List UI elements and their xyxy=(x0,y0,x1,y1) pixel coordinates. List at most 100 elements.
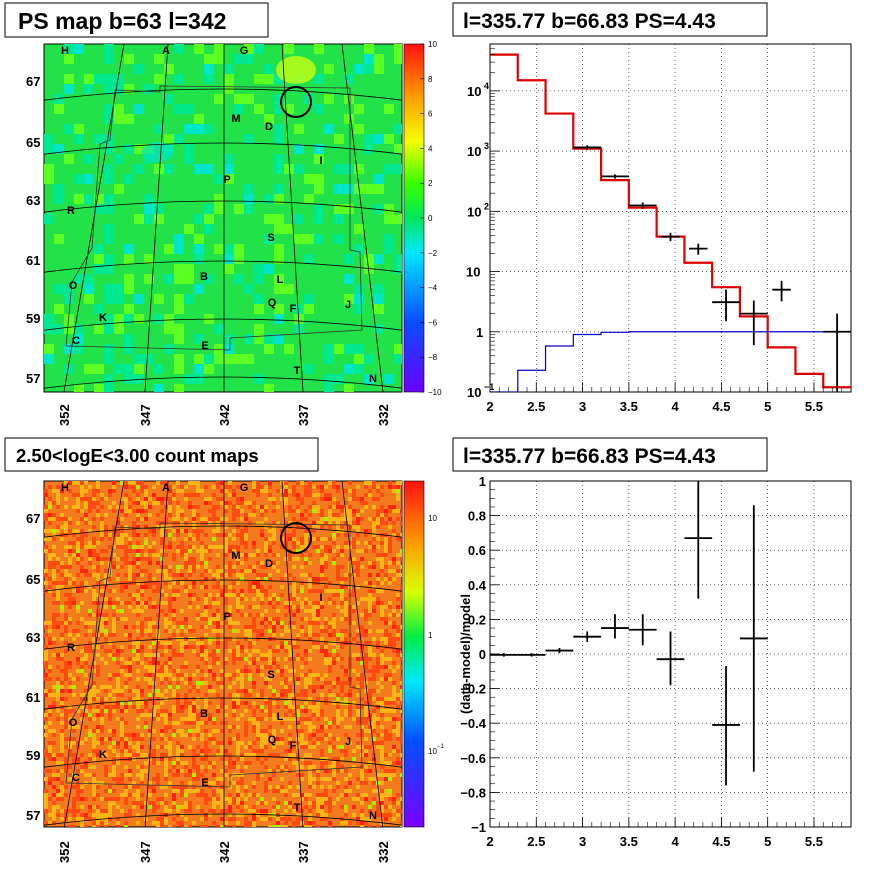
map-pixel xyxy=(272,797,276,801)
map-pixel xyxy=(256,553,260,557)
map-pixel xyxy=(44,821,48,825)
map-pixel xyxy=(52,533,56,537)
map-pixel xyxy=(214,174,224,184)
map-pixel xyxy=(356,793,360,797)
map-pixel xyxy=(104,294,114,304)
map-pixel xyxy=(196,705,200,709)
map-pixel xyxy=(252,513,256,517)
map-pixel xyxy=(304,489,308,493)
map-pixel xyxy=(72,553,76,557)
map-pixel xyxy=(176,809,180,813)
map-pixel xyxy=(308,765,312,769)
map-pixel xyxy=(116,705,120,709)
map-pixel xyxy=(112,761,116,765)
map-pixel xyxy=(372,485,376,489)
map-pixel xyxy=(264,517,268,521)
map-pixel xyxy=(112,697,116,701)
map-pixel xyxy=(356,713,360,717)
map-pixel xyxy=(336,717,340,721)
map-pixel xyxy=(388,561,392,565)
map-pixel xyxy=(388,665,392,669)
y-tick-label: 0.8 xyxy=(468,509,486,524)
map-pixel xyxy=(168,809,172,813)
map-pixel xyxy=(272,633,276,637)
map-pixel xyxy=(68,481,72,485)
map-pixel xyxy=(136,797,140,801)
map-pixel xyxy=(344,384,354,392)
map-pixel xyxy=(256,613,260,617)
map-pixel xyxy=(208,733,212,737)
map-pixel xyxy=(288,593,292,597)
map-pixel xyxy=(84,765,88,769)
x-tick-label: 3.5 xyxy=(620,399,638,414)
map-pixel xyxy=(324,761,328,765)
map-pixel xyxy=(160,601,164,605)
map-pixel xyxy=(274,74,284,84)
map-pixel xyxy=(74,344,84,354)
map-pixel xyxy=(312,605,316,609)
map-pixel xyxy=(244,613,248,617)
map-pixel xyxy=(64,74,74,84)
map-pixel xyxy=(380,637,384,641)
map-pixel xyxy=(108,693,112,697)
map-pixel xyxy=(184,154,194,164)
map-pixel xyxy=(100,737,104,741)
map-pixel xyxy=(368,825,372,827)
map-pixel xyxy=(240,541,244,545)
map-pixel xyxy=(274,184,284,194)
map-pixel xyxy=(72,481,76,485)
map-pixel xyxy=(384,537,388,541)
map-pixel xyxy=(164,64,174,74)
map-pixel xyxy=(216,565,220,569)
map-pixel xyxy=(356,777,360,781)
map-pixel xyxy=(104,617,108,621)
map-pixel xyxy=(236,797,240,801)
map-pixel xyxy=(272,617,276,621)
map-pixel xyxy=(116,689,120,693)
map-pixel xyxy=(60,697,64,701)
map-pixel xyxy=(284,649,288,653)
map-pixel xyxy=(308,793,312,797)
map-pixel xyxy=(172,589,176,593)
map-pixel xyxy=(52,653,56,657)
map-pixel xyxy=(392,761,396,765)
map-pixel xyxy=(272,501,276,505)
map-pixel xyxy=(192,645,196,649)
map-pixel xyxy=(48,577,52,581)
map-pixel xyxy=(188,825,192,827)
map-pixel xyxy=(64,314,74,324)
map-pixel xyxy=(140,589,144,593)
ps-map-texture xyxy=(44,44,402,392)
map-pixel xyxy=(116,609,120,613)
map-pixel xyxy=(192,777,196,781)
map-pixel xyxy=(252,649,256,653)
map-pixel xyxy=(216,661,220,665)
map-pixel xyxy=(172,733,176,737)
map-pixel xyxy=(244,665,248,669)
map-pixel xyxy=(374,304,384,314)
map-pixel xyxy=(340,609,344,613)
map-pixel xyxy=(196,665,200,669)
map-pixel xyxy=(332,777,336,781)
map-pixel xyxy=(92,717,96,721)
map-pixel xyxy=(72,729,76,733)
map-pixel xyxy=(320,509,324,513)
map-pixel xyxy=(272,593,276,597)
map-pixel xyxy=(72,737,76,741)
map-pixel xyxy=(356,573,360,577)
map-pixel xyxy=(144,485,148,489)
map-pixel xyxy=(336,577,340,581)
map-pixel xyxy=(108,537,112,541)
map-pixel xyxy=(264,665,268,669)
map-pixel xyxy=(332,485,336,489)
map-pixel xyxy=(204,817,208,821)
map-pixel xyxy=(388,537,392,541)
map-pixel xyxy=(128,549,132,553)
map-pixel xyxy=(260,489,264,493)
map-pixel xyxy=(308,801,312,805)
map-pixel xyxy=(154,294,164,304)
map-pixel xyxy=(340,505,344,509)
map-pixel xyxy=(260,529,264,533)
map-pixel xyxy=(244,797,248,801)
map-pixel xyxy=(196,681,200,685)
